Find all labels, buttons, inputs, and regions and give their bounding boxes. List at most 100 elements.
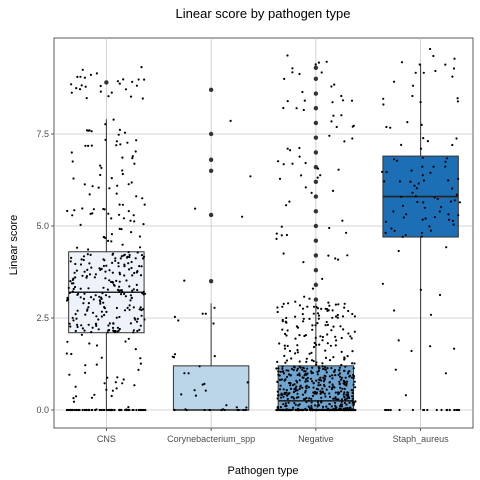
data-point bbox=[331, 383, 334, 386]
data-point bbox=[344, 398, 347, 401]
data-point bbox=[276, 397, 279, 400]
data-point bbox=[395, 159, 399, 162]
data-point bbox=[351, 312, 354, 316]
data-point bbox=[290, 357, 293, 360]
data-point bbox=[201, 383, 204, 386]
data-point bbox=[66, 209, 69, 213]
data-point bbox=[330, 120, 333, 123]
data-point bbox=[352, 124, 355, 127]
data-point bbox=[81, 327, 84, 330]
data-point bbox=[93, 393, 96, 396]
data-point bbox=[313, 408, 317, 412]
data-point bbox=[70, 282, 74, 285]
data-point bbox=[411, 408, 414, 412]
data-point bbox=[138, 265, 141, 268]
data-point bbox=[132, 214, 135, 217]
data-point bbox=[414, 195, 417, 198]
data-point bbox=[353, 330, 356, 333]
data-point bbox=[334, 374, 337, 377]
data-point bbox=[311, 287, 315, 290]
data-point bbox=[124, 340, 127, 343]
data-point bbox=[173, 315, 176, 318]
data-point bbox=[330, 405, 333, 408]
data-point bbox=[68, 322, 71, 325]
data-point bbox=[432, 165, 435, 168]
data-point bbox=[198, 365, 201, 368]
data-point bbox=[128, 308, 131, 311]
data-point bbox=[320, 396, 323, 399]
data-point bbox=[340, 336, 343, 340]
data-point bbox=[335, 125, 338, 129]
data-point bbox=[73, 285, 77, 289]
data-point bbox=[300, 174, 303, 177]
data-point bbox=[69, 260, 72, 263]
data-point bbox=[323, 408, 327, 412]
data-point bbox=[285, 389, 288, 392]
data-point bbox=[79, 75, 82, 78]
data-point bbox=[277, 370, 280, 373]
data-point bbox=[314, 392, 317, 395]
data-point bbox=[311, 328, 314, 331]
data-point bbox=[99, 302, 102, 305]
data-point bbox=[308, 407, 312, 410]
data-point bbox=[137, 78, 140, 81]
data-point bbox=[203, 408, 206, 412]
data-point bbox=[223, 408, 226, 412]
data-point bbox=[132, 329, 135, 332]
data-point bbox=[120, 289, 123, 292]
data-point bbox=[326, 342, 329, 345]
data-point bbox=[429, 171, 432, 174]
data-point bbox=[337, 373, 340, 376]
data-point bbox=[301, 376, 304, 379]
data-point bbox=[113, 408, 116, 412]
data-point bbox=[439, 206, 443, 209]
data-point bbox=[97, 328, 100, 331]
data-point bbox=[220, 408, 223, 412]
data-point bbox=[337, 303, 340, 306]
data-point bbox=[340, 94, 343, 98]
data-point bbox=[127, 406, 130, 409]
data-point bbox=[80, 333, 83, 336]
data-point bbox=[304, 380, 307, 383]
data-point bbox=[342, 382, 345, 385]
data-point bbox=[72, 287, 75, 291]
data-point bbox=[312, 360, 315, 363]
outlier-point bbox=[208, 131, 214, 137]
data-point bbox=[324, 368, 327, 371]
data-point bbox=[350, 99, 354, 102]
data-point bbox=[279, 370, 282, 373]
data-point bbox=[129, 294, 132, 297]
data-point bbox=[328, 381, 331, 384]
data-point bbox=[142, 408, 145, 412]
data-point bbox=[201, 312, 204, 315]
data-point bbox=[339, 325, 342, 328]
data-point bbox=[385, 408, 388, 412]
data-point bbox=[75, 317, 78, 320]
data-point bbox=[88, 342, 91, 345]
data-point bbox=[322, 376, 325, 379]
data-point bbox=[212, 322, 215, 325]
data-point bbox=[92, 208, 95, 211]
data-point bbox=[419, 101, 422, 104]
data-point bbox=[111, 326, 115, 329]
data-point bbox=[392, 158, 396, 161]
data-point bbox=[381, 282, 384, 285]
data-point bbox=[340, 390, 343, 393]
data-point bbox=[294, 403, 297, 406]
data-point bbox=[319, 174, 322, 177]
data-point bbox=[67, 286, 70, 289]
data-point bbox=[308, 297, 311, 300]
data-point bbox=[445, 246, 448, 249]
data-point bbox=[451, 187, 454, 190]
data-point bbox=[302, 367, 305, 370]
data-point bbox=[204, 389, 207, 392]
data-point bbox=[89, 212, 92, 215]
data-point bbox=[183, 372, 186, 375]
data-point bbox=[348, 375, 351, 378]
data-point bbox=[286, 54, 289, 57]
data-point bbox=[308, 352, 311, 355]
data-point bbox=[194, 394, 197, 397]
data-point bbox=[343, 391, 346, 394]
data-point bbox=[122, 78, 125, 81]
